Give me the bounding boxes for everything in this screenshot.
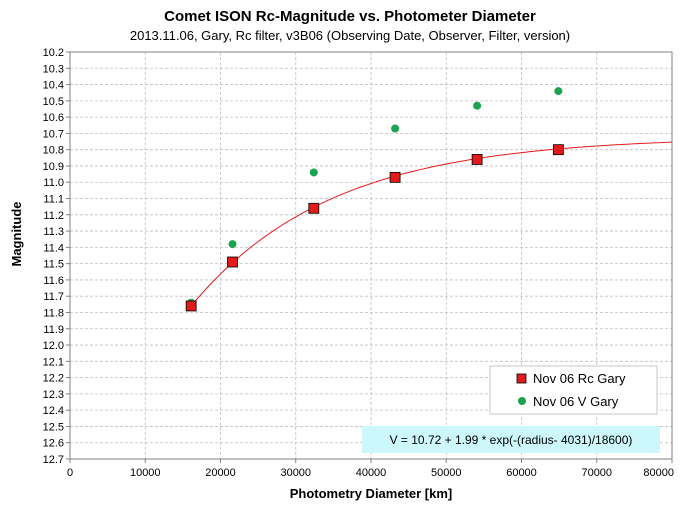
y-tick-label: 11.0 bbox=[43, 177, 64, 189]
y-tick-label: 11.4 bbox=[43, 242, 64, 254]
chart-title: Comet ISON Rc-Magnitude vs. Photometer D… bbox=[164, 8, 536, 25]
grid-layer bbox=[70, 52, 672, 459]
x-tick-label: 50000 bbox=[431, 467, 462, 479]
data-point-rc bbox=[227, 256, 238, 268]
x-tick-label: 40000 bbox=[356, 467, 387, 479]
data-point-v bbox=[473, 101, 482, 110]
legend-marker-v bbox=[518, 397, 526, 405]
y-tick-label: 12.0 bbox=[43, 340, 64, 352]
y-tick-label: 11.1 bbox=[43, 194, 64, 206]
legend-marker-rc bbox=[516, 373, 527, 384]
data-point-rc bbox=[471, 154, 483, 165]
chart-subtitle: 2013.11.06, Gary, Rc filter, v3B06 (Obse… bbox=[129, 28, 571, 43]
y-tick-label: 11.9 bbox=[43, 324, 64, 336]
legend-label-v: Nov 06 V Gary bbox=[533, 394, 619, 409]
x-tick-label: 70000 bbox=[581, 467, 612, 479]
y-axis-ticks: 10.2 10.3 10.4 10.5 10.6 10.7 10.8 10.9 11.0 11.1… bbox=[43, 47, 70, 466]
fit-equation-background bbox=[362, 426, 660, 453]
y-tick-label: 12.3 bbox=[43, 389, 64, 401]
y-tick-label: 10.7 bbox=[43, 128, 64, 140]
y-tick-label: 11.5 bbox=[43, 259, 64, 271]
y-tick-label: 12.5 bbox=[43, 421, 64, 433]
data-point-v bbox=[309, 168, 318, 177]
data-point-v bbox=[391, 124, 400, 133]
series-layer bbox=[185, 87, 564, 312]
y-tick-label: 12.7 bbox=[43, 454, 64, 466]
y-tick-label: 10.9 bbox=[43, 161, 64, 173]
x-tick-label: 20000 bbox=[205, 467, 236, 479]
x-axis-ticks: 0 10000 20000 30000 40000 50000 60000 70000 8000… bbox=[67, 459, 674, 479]
data-point-rc bbox=[389, 171, 401, 183]
y-tick-label: 12.2 bbox=[43, 373, 64, 385]
y-tick-label: 12.1 bbox=[43, 356, 64, 368]
x-tick-label: 80000 bbox=[643, 467, 674, 479]
y-tick-label: 11.6 bbox=[43, 275, 64, 287]
y-tick-label: 12.4 bbox=[43, 405, 64, 417]
data-point-v bbox=[228, 240, 237, 249]
data-point-rc bbox=[185, 300, 197, 312]
x-axis-title: Photometry Diameter [km] bbox=[290, 486, 453, 501]
data-point-rc bbox=[308, 202, 320, 214]
data-point-rc bbox=[552, 144, 564, 156]
y-tick-label: 10.3 bbox=[43, 63, 64, 75]
y-axis-title: Magnitude bbox=[9, 202, 24, 267]
y-tick-label: 10.8 bbox=[43, 145, 64, 157]
legend-label-rc: Nov 06 Rc Gary bbox=[533, 371, 626, 386]
y-tick-label: 10.4 bbox=[43, 80, 64, 92]
y-tick-label: 11.8 bbox=[43, 307, 64, 319]
y-tick-label: 11.3 bbox=[43, 226, 64, 238]
data-point-v bbox=[554, 87, 563, 96]
y-tick-label: 12.6 bbox=[43, 438, 64, 450]
legend: Nov 06 Rc Gary Nov 06 V Gary bbox=[489, 365, 658, 415]
y-tick-label: 11.2 bbox=[43, 210, 64, 222]
fit-curve-layer bbox=[190, 141, 673, 308]
x-tick-label: 0 bbox=[67, 467, 73, 479]
x-tick-label: 10000 bbox=[130, 467, 161, 479]
fit-equation-box: V = 10.72 + 1.99 * exp(-(radius- 4031)/1… bbox=[362, 426, 660, 453]
fit-equation-label: V = 10.72 + 1.99 * exp(-(radius- 4031)/1… bbox=[390, 433, 633, 447]
y-tick-label: 10.6 bbox=[43, 112, 64, 124]
y-tick-label: 10.2 bbox=[43, 47, 64, 59]
fit-curve bbox=[190, 141, 673, 308]
y-tick-label: 10.5 bbox=[43, 96, 64, 108]
x-tick-label: 60000 bbox=[506, 467, 537, 479]
y-tick-label: 11.7 bbox=[43, 291, 64, 303]
x-tick-label: 30000 bbox=[280, 467, 311, 479]
